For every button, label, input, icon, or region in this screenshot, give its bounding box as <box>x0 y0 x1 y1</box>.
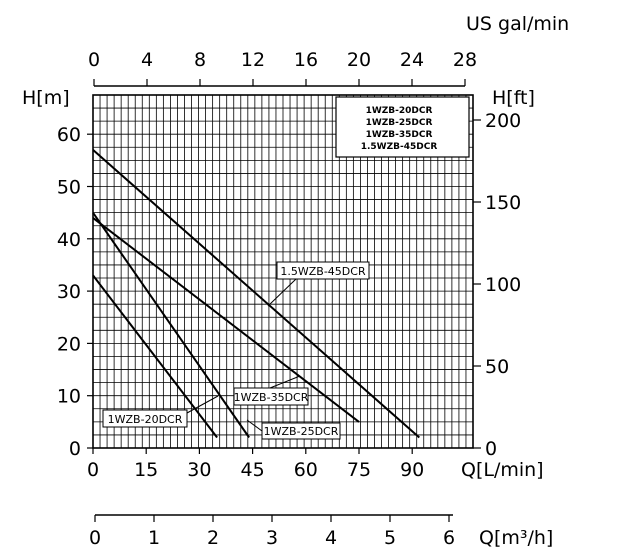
top-tick-label: 0 <box>88 49 100 71</box>
chart-axes: H[m] H[ft] Q[L/min] US gal/min Q[m³/h] <box>22 13 569 549</box>
y-tick-label: 40 <box>57 229 81 251</box>
ft-tick-label: 0 <box>485 438 497 460</box>
top-tick-label: 20 <box>347 49 371 71</box>
callout-label: 1WZB-20DCR <box>108 413 183 426</box>
callout-leader <box>269 375 301 389</box>
curve-1wzb-20dcr <box>92 274 218 439</box>
callout-label: 1WZB-35DCR <box>234 391 309 404</box>
m3h-tick-label: 0 <box>89 527 101 549</box>
m3h-tick-label: 5 <box>384 527 396 549</box>
legend-entry: 1WZB-35DCR <box>366 130 433 140</box>
m3h-tick-label: 1 <box>148 527 160 549</box>
secondary-y-axis-label: H[ft] <box>492 87 535 109</box>
chart-legend: 1WZB-20DCR 1WZB-25DCR 1WZB-35DCR 1.5WZB-45D… <box>335 96 470 158</box>
curve-callouts: 1WZB-20DCR 1WZB-25DCR 1WZB-35DCR 1.5WZB-45D… <box>102 261 370 440</box>
x-tick-label: 30 <box>187 459 211 481</box>
y-tick-label: 60 <box>57 124 81 146</box>
legend-entry: 1.5WZB-45DCR <box>361 142 438 152</box>
y-tick-label: 0 <box>69 438 81 460</box>
ft-tick-label: 50 <box>485 356 509 378</box>
pump-curves <box>92 149 420 439</box>
top-tick-label: 28 <box>453 49 477 71</box>
top-tick-label: 4 <box>141 49 153 71</box>
y-tick-label: 20 <box>57 333 81 355</box>
callout-label: 1.5WZB-45DCR <box>280 265 366 278</box>
x-tick-label: 60 <box>294 459 318 481</box>
y-tick-label: 50 <box>57 177 81 199</box>
ft-tick-label: 200 <box>485 110 521 132</box>
top-tick-label: 12 <box>241 49 265 71</box>
legend-box <box>335 96 470 158</box>
ft-tick-label: 100 <box>485 274 521 296</box>
callout-leader <box>186 395 219 414</box>
ft-tick-label: 150 <box>485 192 521 214</box>
callout-box <box>276 261 370 280</box>
x-tick-label: 90 <box>400 459 424 481</box>
x-tick-label: 15 <box>134 459 158 481</box>
m3h-tick-label: 2 <box>207 527 219 549</box>
callout-leader <box>267 278 297 307</box>
y-tick-label: 30 <box>57 281 81 303</box>
callout-label: 1WZB-25DCR <box>264 425 339 438</box>
m3h-tick-label: 6 <box>443 527 455 549</box>
curve-1-5wzb-45dcr <box>92 149 420 439</box>
legend-entry: 1WZB-20DCR <box>366 106 433 116</box>
callout-box <box>102 409 188 428</box>
x-tick-label: 75 <box>347 459 371 481</box>
x-tick-label: 0 <box>87 459 99 481</box>
y-tick-label: 10 <box>57 386 81 408</box>
legend-entry: 1WZB-25DCR <box>366 118 433 128</box>
m3h-axis-label: Q[m³/h] <box>479 527 553 549</box>
y-axis-label: H[m] <box>22 87 70 109</box>
top-tick-label: 24 <box>400 49 424 71</box>
callout-leader <box>246 419 263 432</box>
curve-1wzb-25dcr <box>92 212 250 439</box>
top-tick-label: 8 <box>194 49 206 71</box>
curve-1wzb-35dcr <box>92 217 360 423</box>
x-tick-label: 45 <box>241 459 265 481</box>
plot-frame <box>92 94 474 449</box>
m3h-tick-label: 3 <box>266 527 278 549</box>
x-axis-label: Q[L/min] <box>461 459 544 481</box>
m3h-tick-label: 4 <box>325 527 337 549</box>
top-tick-label: 16 <box>294 49 318 71</box>
top-axis-label: US gal/min <box>466 13 569 35</box>
